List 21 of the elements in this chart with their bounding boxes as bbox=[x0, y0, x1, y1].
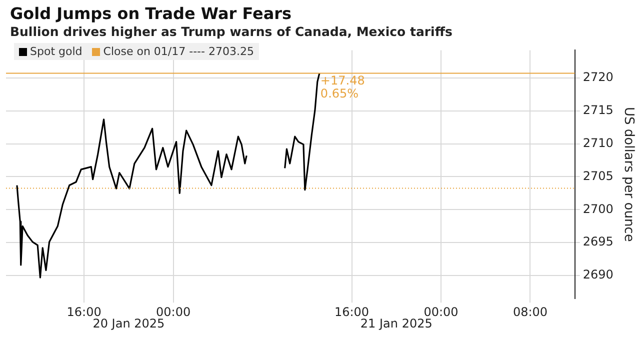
y-tick-label: 2700 bbox=[582, 202, 614, 216]
x-tick-label: 16:00 bbox=[66, 304, 102, 319]
x-tick-label: 08:00 bbox=[512, 304, 548, 319]
x-tick-label: 16:00 bbox=[334, 304, 370, 319]
x-tick-label: 00:00 bbox=[156, 304, 191, 319]
chart-subtitle: Bullion drives higher as Trump warns of Canada, Mexico tariffs bbox=[10, 24, 452, 39]
y-tick-label: 2705 bbox=[582, 168, 614, 183]
y-axis-title: US dollars per ounce bbox=[620, 106, 636, 242]
y-tick-label: 2715 bbox=[582, 102, 614, 117]
x-tick-label: 00:00 bbox=[424, 304, 458, 319]
y-tick-label: 2720 bbox=[582, 70, 614, 84]
y-tick-label: 2690 bbox=[582, 268, 614, 282]
text: 20 Jan 2025 bbox=[92, 316, 165, 331]
legend-label: Close on 01/17 ---- 2703.25 bbox=[103, 45, 254, 58]
y-tick-label: 2710 bbox=[582, 136, 614, 150]
legend-label: Spot gold bbox=[30, 45, 82, 58]
text: 21 Jan 2025 bbox=[360, 316, 432, 331]
chart-title: Gold Jumps on Trade War Fears bbox=[10, 4, 292, 23]
annotation: +17.48 bbox=[320, 73, 365, 88]
annotation: 0.65% bbox=[320, 86, 359, 100]
y-tick-label: 2695 bbox=[582, 234, 614, 249]
